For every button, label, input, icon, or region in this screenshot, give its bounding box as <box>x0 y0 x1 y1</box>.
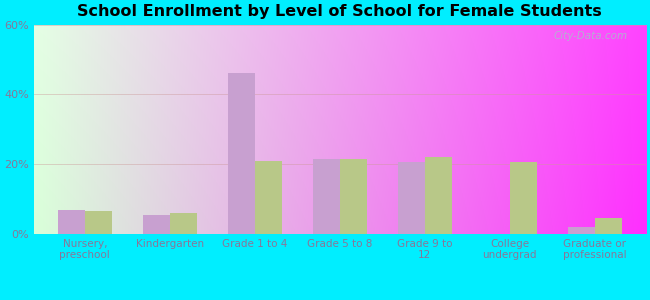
Bar <box>84 211 112 234</box>
Bar <box>340 159 367 234</box>
Bar <box>595 218 622 234</box>
Bar <box>170 213 197 234</box>
Title: School Enrollment by Level of School for Female Students: School Enrollment by Level of School for… <box>77 4 602 19</box>
Bar <box>58 210 84 234</box>
Bar <box>425 157 452 234</box>
Bar <box>142 215 170 234</box>
Bar <box>567 227 595 234</box>
Bar <box>510 162 537 234</box>
Bar <box>313 159 340 234</box>
Bar <box>398 162 425 234</box>
Bar <box>255 161 282 234</box>
Bar <box>227 74 255 234</box>
Text: City-Data.com: City-Data.com <box>553 31 627 41</box>
